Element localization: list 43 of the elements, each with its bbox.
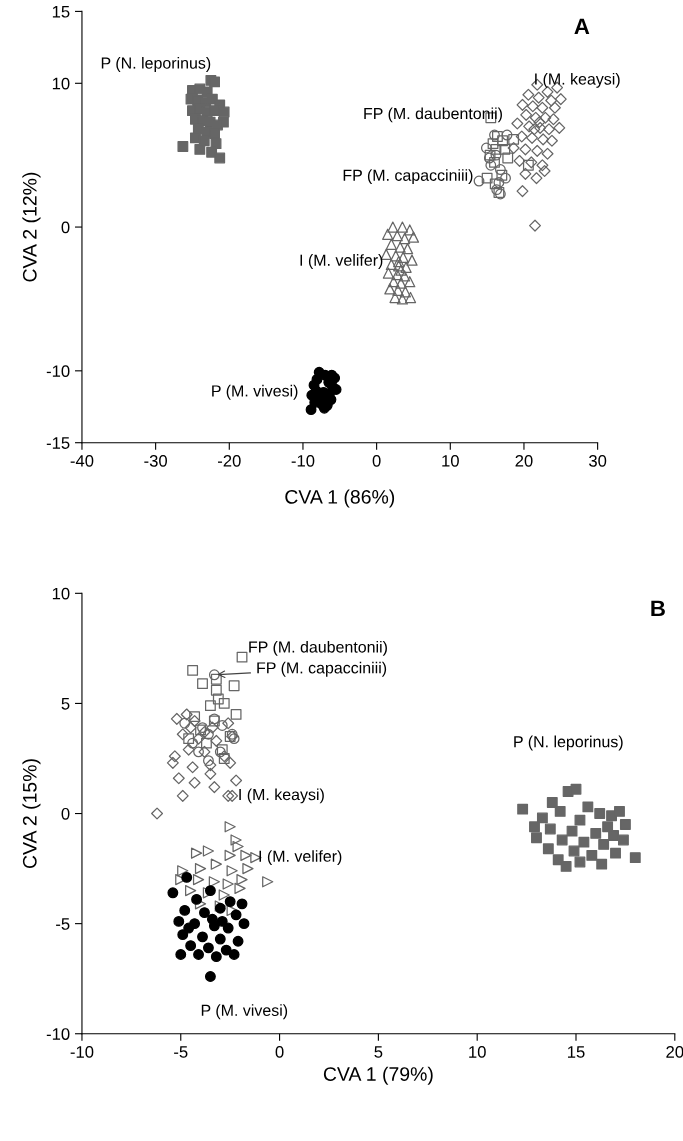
annotation: P (N. leporinus) [101,57,211,72]
annotation: FP (M. daubentonii) [249,640,387,656]
x-axis-title: CVA 1 (79%) [323,1066,433,1085]
chart-title: B [651,600,665,617]
x-tick-label: -40 [70,454,94,467]
annotation: FP (M. capacciniii) [257,661,387,677]
y-tick-label: 0 [61,221,70,234]
annotation: P (N. leporinus) [514,735,623,751]
x-tick-label: -20 [217,454,241,467]
y-tick-label: -10 [46,1028,70,1040]
y-tick-label: -15 [46,437,70,449]
y-axis-title: CVA 2 (15%) [22,759,41,869]
annotation: FP (M. capacciniii) [343,169,473,185]
x-tick-label: 10 [442,454,459,467]
annotation: P (M. vivesi) [201,1004,288,1020]
annotation: I (M. keaysi) [535,72,620,88]
y-tick-label: 10 [52,77,70,90]
y-tick-label: -5 [56,918,70,930]
y-tick-label: 0 [61,807,70,820]
x-tick-label: -5 [174,1046,188,1058]
annotation: P (M. vivesi) [212,384,298,400]
y-tick-label: 10 [52,587,70,600]
x-tick-label: 10 [469,1045,486,1058]
x-axis-title: CVA 1 (86%) [285,489,395,508]
y-axis-title: CVA 2 (12%) [22,172,41,282]
annotation: I (M. velifer) [300,254,383,269]
chart-title: A [574,18,590,34]
x-tick-label: -10 [70,1045,94,1058]
y-tick-label: 15 [52,5,70,18]
x-tick-label: 30 [588,454,607,467]
annotation: FP (M. daubentonii) [364,107,502,123]
x-tick-label: 20 [666,1045,683,1058]
y-tick-label: 5 [61,698,70,710]
x-tick-label: -10 [291,454,315,467]
x-tick-label: -30 [144,454,168,467]
x-tick-label: 0 [275,1045,284,1058]
x-tick-label: 0 [372,454,381,467]
x-tick-label: 5 [374,1046,383,1058]
y-tick-label: -10 [46,365,70,378]
annotation: I (M. keaysi) [239,788,324,804]
annotation: I (M. velifer) [259,850,342,866]
x-tick-label: 15 [568,1046,585,1058]
x-tick-label: 20 [515,454,533,467]
